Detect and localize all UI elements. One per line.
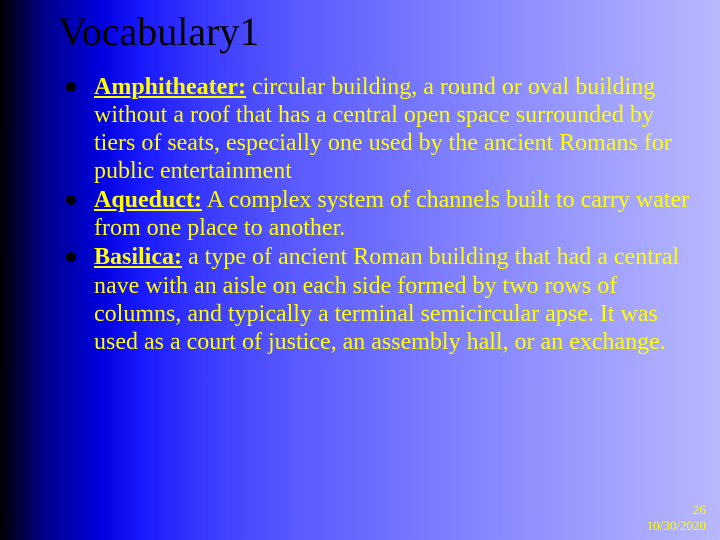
vocab-definition: a type of ancient Roman building that ha… [94,244,679,354]
list-item: Aqueduct: A complex system of channels b… [62,186,690,242]
list-item: Basilica: a type of ancient Roman buildi… [62,243,690,355]
vocab-term: Basilica: [94,244,182,270]
vocab-term: Aqueduct: [94,187,202,213]
vocab-term: Amphitheater: [94,74,246,100]
slide-title: Vocabulary1 [58,8,690,55]
slide-footer: 26 10/30/2020 [647,502,706,535]
slide-date: 10/30/2020 [647,518,706,534]
slide: Vocabulary1 Amphitheater: circular build… [0,0,720,540]
list-item: Amphitheater: circular building, a round… [62,73,690,185]
slide-content: Amphitheater: circular building, a round… [62,73,690,356]
vocab-list: Amphitheater: circular building, a round… [62,73,690,356]
page-number: 26 [647,502,706,518]
